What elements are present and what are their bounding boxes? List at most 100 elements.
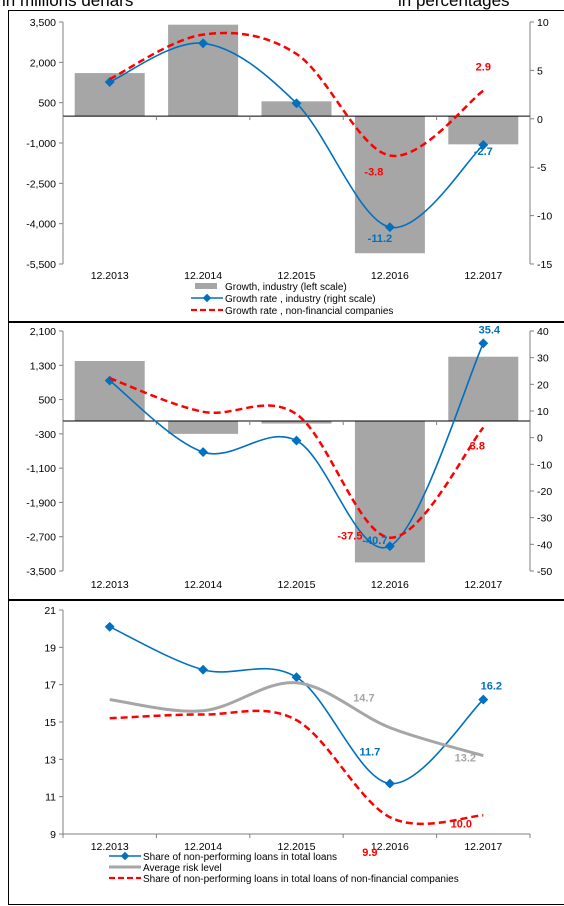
left-tick-label: 3,500 — [30, 17, 56, 29]
left-tick-label: -1,100 — [26, 463, 56, 475]
series-line-dashed — [109, 709, 484, 826]
right-tick-label: 40 — [537, 326, 549, 338]
category-label-12.2013: 12.2013 — [91, 841, 129, 853]
right-tick-label: 0 — [537, 433, 543, 445]
series-point-12.2016 — [384, 222, 395, 233]
right-tick-label: -40 — [537, 539, 552, 551]
category-label-12.2017: 12.2017 — [464, 579, 502, 591]
left-tick-label: -1,000 — [26, 138, 56, 150]
left-tick-label: 21 — [44, 605, 56, 617]
series-point-12.2015 — [291, 435, 302, 446]
left-tick-label: 500 — [38, 98, 56, 110]
data-label: 13.2 — [455, 753, 476, 765]
series-point-12.2016 — [384, 778, 395, 789]
data-label: -40.7 — [362, 535, 387, 547]
left-tick-label: -4,000 — [26, 219, 56, 231]
left-tick-label: 1,300 — [30, 360, 56, 372]
category-label-12.2015: 12.2015 — [278, 270, 316, 282]
series-point-12.2014 — [198, 38, 209, 49]
left-tick-label: -2,700 — [26, 532, 56, 544]
right-tick-label: -15 — [537, 259, 552, 271]
left-tick-label: 500 — [38, 395, 56, 407]
legend-label: Share of non-performing loans in total l… — [143, 874, 459, 885]
series-line-line — [109, 626, 484, 785]
chart-growth-industry: 3,500 2,000 500 -1,000 -2,500 -4,000 -5,500 10 5… — [26, 17, 552, 317]
chart-panel-growth-second: 2,100 1,300 500 -300 -1,100 -1,900 -2,700 -3,50… — [8, 322, 564, 600]
data-label: -37.5 — [337, 531, 362, 543]
right-tick-label: -5 — [537, 162, 546, 174]
right-tick-label: -10 — [537, 211, 552, 223]
series-point-12.2017 — [478, 338, 489, 349]
right-tick-label: 0 — [537, 114, 543, 126]
legend-label: Growth rate , industry (right scale) — [225, 294, 376, 305]
chart-nonperforming-share: 21 19 17 15 13 11 9 12.2013 12.2014 12.2015 12.201… — [44, 605, 531, 885]
series-line-dashed — [109, 31, 485, 158]
series-line-dashed — [109, 377, 485, 539]
legend-label: Share of non-performing loans in total l… — [143, 852, 337, 863]
legend-label: Growth, industry (left scale) — [225, 282, 347, 293]
category-label-12.2014: 12.2014 — [184, 579, 222, 591]
left-tick-label: -2,500 — [26, 178, 56, 190]
bar-12.2013 — [74, 361, 145, 421]
data-label: -2.7 — [474, 146, 493, 158]
data-label: 9.9 — [362, 847, 377, 859]
left-tick-label: 2,000 — [30, 57, 56, 69]
left-tick-label: 11 — [45, 792, 56, 804]
series-line-line — [109, 42, 484, 229]
chart-growth-second: 2,1001,300500-300-1,100-1,900-2,700-3,50… — [26, 324, 552, 591]
legend-swatch-bar — [195, 283, 217, 289]
category-label-12.2017: 12.2017 — [464, 270, 502, 282]
bar-12.2015 — [261, 101, 332, 117]
series-line-line — [109, 342, 485, 549]
series-point-12.2013 — [104, 621, 115, 632]
right-tick-label: 30 — [537, 353, 549, 365]
chart-panel-nonperforming-share: 21 19 17 15 13 11 9 12.2013 12.2014 12.2015 12.201… — [8, 600, 564, 905]
category-label-12.2013: 12.2013 — [91, 270, 129, 282]
bar-12.2015 — [261, 421, 332, 424]
category-label-12.2017: 12.2017 — [464, 841, 502, 853]
data-label: 3.8 — [470, 441, 485, 453]
left-tick-label: -300 — [35, 429, 56, 441]
left-tick-label: -1,900 — [26, 497, 56, 509]
right-tick-label: 20 — [537, 379, 549, 391]
legend-swatch-marker — [202, 293, 212, 303]
legend-label: Average risk level — [143, 863, 222, 874]
category-label-12.2016: 12.2016 — [371, 841, 409, 853]
series-point-12.2013 — [104, 77, 115, 87]
data-label: 11.7 — [359, 747, 380, 759]
data-label: 35.4 — [479, 324, 501, 336]
right-tick-label: 5 — [537, 65, 543, 77]
data-label: 14.7 — [353, 693, 374, 705]
category-label-12.2014: 12.2014 — [184, 841, 222, 853]
data-label: 10.0 — [451, 818, 472, 830]
series-point-12.2014 — [198, 447, 209, 458]
left-tick-label: 15 — [44, 717, 56, 729]
right-tick-label: -50 — [537, 566, 552, 578]
right-tick-label: -30 — [537, 513, 552, 525]
legend-label: Growth rate , non-financial companies — [225, 306, 393, 317]
right-tick-label: 10 — [537, 406, 549, 418]
series-line-gray — [109, 681, 484, 758]
chart-panel-growth-industry: 3,500 2,000 500 -1,000 -2,500 -4,000 -5,500 10 5… — [8, 10, 564, 322]
right-unit-label: in percentages — [398, 0, 510, 10]
data-label: -3.8 — [364, 167, 383, 179]
data-label: -11.2 — [368, 233, 392, 245]
left-tick-label: -3,500 — [26, 566, 56, 578]
data-label: 2.9 — [476, 62, 491, 74]
category-label-12.2015: 12.2015 — [278, 579, 316, 591]
series-point-12.2015 — [291, 672, 302, 683]
category-label-12.2013: 12.2013 — [91, 579, 129, 591]
bar-12.2014 — [168, 421, 239, 434]
right-tick-label: -10 — [537, 459, 552, 471]
left-tick-label: -5,500 — [26, 259, 56, 271]
left-tick-label: 2,100 — [30, 326, 56, 338]
bar-12.2017 — [448, 116, 519, 145]
data-label: 16.2 — [481, 681, 502, 693]
left-tick-label: 13 — [44, 754, 56, 766]
category-label-12.2014: 12.2014 — [184, 270, 222, 282]
left-tick-label: 17 — [44, 680, 56, 692]
left-unit-label: in millions denars — [2, 0, 134, 10]
left-tick-label: 9 — [50, 829, 56, 841]
category-label-12.2016: 12.2016 — [371, 270, 409, 282]
category-label-12.2016: 12.2016 — [371, 579, 409, 591]
